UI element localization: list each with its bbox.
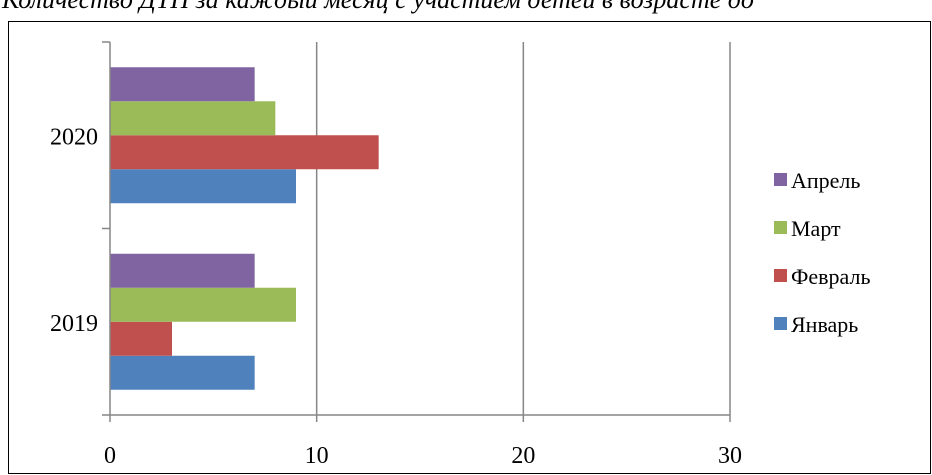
x-tick-label: 10 (305, 443, 329, 469)
x-tick-label: 20 (511, 443, 535, 469)
axes (102, 41, 731, 422)
grid (315, 42, 731, 415)
bar-2019-Апрель (110, 253, 255, 288)
category-label: 2020 (50, 124, 98, 150)
bar-2020-Март (110, 101, 276, 136)
legend-item: Январь (774, 312, 858, 337)
bar-2020-Февраль (110, 135, 379, 170)
legend-item: Март (774, 216, 841, 241)
legend: Апрель Март Февраль Январь (774, 168, 871, 337)
legend-label: Март (791, 216, 841, 241)
legend-label: Апрель (791, 168, 860, 193)
bar-2019-Февраль (110, 321, 172, 356)
bar-2020-Январь (110, 169, 296, 204)
bar-2019-Март (110, 287, 296, 322)
legend-item: Февраль (774, 264, 871, 289)
legend-swatch (774, 173, 787, 186)
x-tick-label: 30 (718, 443, 742, 469)
legend-swatch (774, 317, 787, 330)
bar-2020-Апрель (110, 67, 255, 102)
category-label: 2019 (50, 311, 98, 337)
chart-border (8, 21, 931, 474)
bars (110, 67, 379, 390)
legend-item: Апрель (774, 168, 860, 193)
x-tick-labels: 0 10 20 30 (104, 443, 742, 469)
legend-label: Январь (791, 312, 858, 337)
x-tick-label: 0 (104, 443, 116, 469)
chart-title: Количество ДТП за каждый месяц с участие… (1, 0, 754, 14)
legend-swatch (774, 269, 787, 282)
bar-2019-Январь (110, 355, 255, 390)
legend-label: Февраль (791, 264, 871, 289)
legend-swatch (774, 221, 787, 234)
category-labels: 2019 2020 (50, 124, 98, 337)
